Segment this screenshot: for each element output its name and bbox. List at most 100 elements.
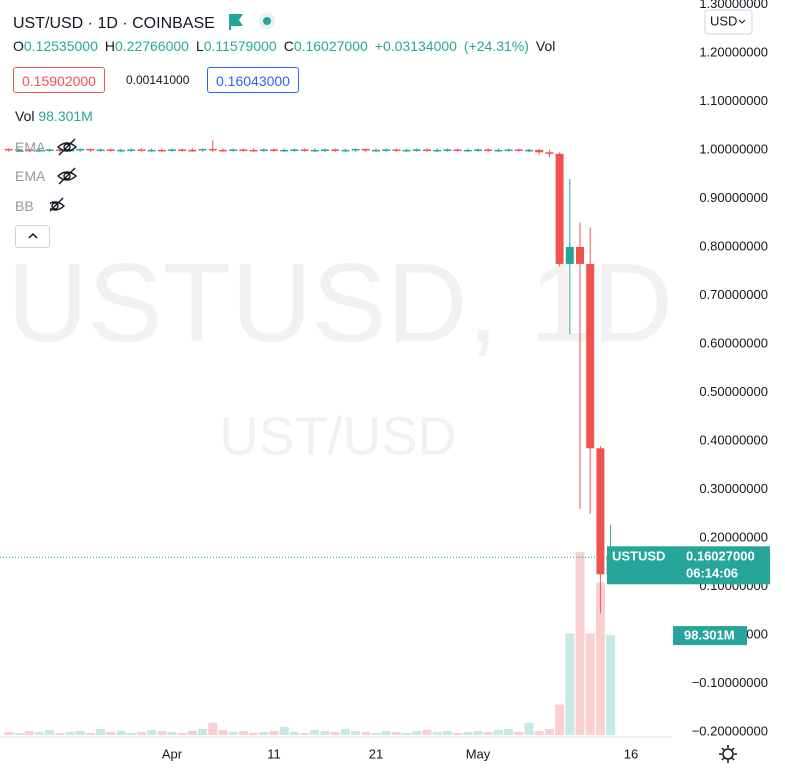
volume-bar	[269, 730, 279, 735]
ohlc-value: 0.12535000	[23, 38, 98, 54]
collapse-button[interactable]	[15, 225, 50, 248]
volume-bar	[310, 729, 320, 735]
y-tick-label: −0.10000000	[692, 675, 768, 690]
sell-button[interactable]: 0.15902000	[13, 67, 105, 93]
volume-bar	[544, 728, 554, 735]
candle-body	[15, 149, 23, 151]
candle-body	[270, 149, 278, 151]
candle-body	[586, 263, 595, 449]
y-tick-label: 0.20000000	[699, 529, 768, 544]
volume-bar	[504, 728, 514, 735]
volume-bar	[555, 704, 565, 735]
candle-body	[392, 149, 401, 151]
y-tick-label: 1.30000000	[699, 0, 768, 11]
candle-body	[596, 448, 605, 575]
y-tick-label: 1.00000000	[699, 141, 768, 156]
candle-body	[229, 149, 238, 151]
x-tick-label: Apr	[162, 746, 183, 761]
volume-bar	[147, 729, 157, 735]
volume-bar	[14, 732, 24, 735]
interval[interactable]: 1D	[97, 15, 118, 32]
volume-bar	[391, 731, 401, 735]
volume-bar	[300, 732, 310, 735]
candle-body	[453, 149, 462, 151]
candle-body	[178, 149, 187, 151]
price-tag-countdown: 06:14:06	[686, 566, 738, 581]
indicator[interactable]: EMA	[15, 168, 45, 184]
symbol[interactable]: UST/USD	[13, 15, 84, 32]
indicator[interactable]: EMA	[15, 139, 45, 155]
volume-bar	[585, 633, 595, 735]
x-tick-label: 21	[369, 746, 383, 761]
volume-bar	[96, 728, 106, 735]
candle-body	[341, 149, 350, 152]
candle-body	[188, 149, 197, 152]
chevron	[738, 19, 746, 24]
volume-bar	[493, 729, 503, 735]
currency[interactable]: USD	[710, 13, 737, 28]
buy-button[interactable]: 0.16043000	[207, 67, 299, 93]
indicator[interactable]: BB	[15, 198, 34, 214]
candle-body	[484, 149, 493, 151]
candle-body	[423, 149, 431, 151]
volume-bar	[259, 731, 269, 735]
volume-bar	[116, 730, 126, 735]
y-tick-label: 0.70000000	[699, 287, 768, 302]
volume-bar	[340, 728, 350, 735]
candle-body	[321, 149, 329, 151]
volume-bar	[534, 730, 544, 735]
volume-bar	[453, 732, 463, 735]
ohlc-key: C	[283, 38, 294, 54]
volume-bar	[279, 726, 289, 735]
candle-body	[310, 149, 319, 152]
volume-bar	[34, 731, 44, 735]
candle-body	[198, 148, 207, 151]
ohlc-legend: O0.12535000 H0.22766000 L0.11579000 C0.1602…	[13, 38, 555, 54]
candle-body	[351, 148, 360, 151]
status-icons	[229, 13, 276, 30]
hidden-icons[interactable]	[50, 135, 130, 215]
volume-bar	[381, 730, 391, 735]
change-pct: (+24.31%)	[463, 38, 529, 54]
volume-bar	[371, 732, 381, 735]
candle-body	[208, 148, 217, 151]
y-tick-label: −0.20000000	[692, 724, 768, 739]
currency-button[interactable]	[704, 9, 753, 35]
x-tick-label: May	[466, 746, 491, 761]
indicator-name: EMA	[15, 168, 46, 184]
candle-body	[361, 148, 370, 151]
volume-bar	[198, 728, 208, 735]
candle-body	[76, 148, 85, 151]
volume-bar	[24, 730, 34, 735]
candle-body	[525, 149, 533, 152]
candle-body	[443, 149, 452, 151]
candle-body	[474, 149, 482, 151]
spread: 0.00141000	[126, 73, 190, 87]
volume-bar	[473, 730, 483, 735]
candle-body	[239, 149, 248, 151]
candle-body	[168, 149, 176, 151]
volume-bar	[606, 635, 616, 735]
candle-body	[45, 149, 54, 151]
volume-bars	[4, 552, 616, 735]
candle-body	[137, 149, 146, 151]
candle-body	[106, 149, 115, 151]
volume-bar	[524, 722, 534, 735]
volume-bar	[422, 729, 432, 735]
price-tag-bg	[607, 546, 770, 585]
volume-bar	[228, 731, 238, 735]
candle-body	[249, 149, 258, 152]
price-tag-symbol: USTUSD	[612, 549, 665, 564]
indicator-name: EMA	[15, 139, 46, 155]
volume-bar	[208, 722, 218, 735]
volume-bar	[432, 731, 442, 735]
y-tick-label: 0.90000000	[699, 190, 768, 205]
volume-bar	[126, 732, 136, 735]
volume-legend: Vol 98.301M	[15, 108, 93, 124]
volume-value: 98.301M	[38, 108, 93, 124]
volume-bar	[167, 731, 177, 735]
ohlc-value: 0.22766000	[114, 38, 189, 54]
candle-body	[504, 149, 513, 151]
settings-icon[interactable]	[719, 745, 737, 763]
candle-body	[494, 149, 503, 152]
